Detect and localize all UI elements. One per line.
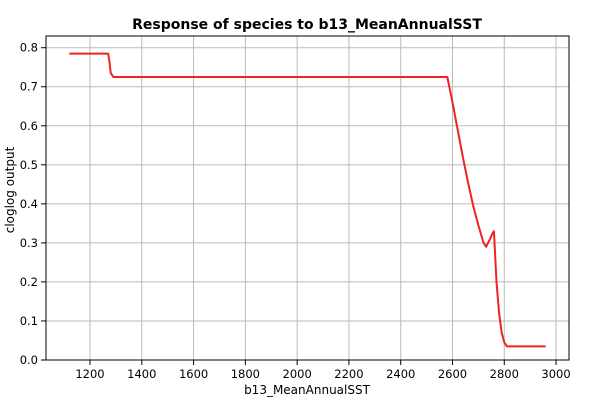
y-tick-label: 0.6 bbox=[20, 119, 38, 133]
x-tick-label: 1200 bbox=[75, 367, 104, 381]
x-tick-label: 3000 bbox=[541, 367, 570, 381]
y-axis-label: cloglog output bbox=[3, 146, 17, 233]
x-tick-label: 1600 bbox=[179, 367, 208, 381]
x-tick-label: 1800 bbox=[231, 367, 260, 381]
x-tick-label: 1400 bbox=[127, 367, 156, 381]
plot-frame bbox=[45, 35, 570, 361]
y-tick-label: 0.1 bbox=[20, 314, 38, 328]
plot-area bbox=[46, 36, 569, 360]
x-axis-ticks: 1200 1400 1600 1800 2000 2200 2400 2600 2800 3000 bbox=[75, 360, 571, 381]
x-tick-label: 2400 bbox=[386, 367, 415, 381]
chart-title: Response of species to b13_MeanAnnualSST bbox=[132, 17, 482, 33]
y-tick-label: 0.2 bbox=[20, 275, 38, 289]
y-tick-label: 0.7 bbox=[20, 80, 38, 94]
y-tick-label: 0.0 bbox=[20, 353, 38, 367]
y-tick-label: 0.4 bbox=[20, 197, 38, 211]
x-tick-label: 2600 bbox=[438, 367, 467, 381]
x-tick-label: 2200 bbox=[334, 367, 363, 381]
y-tick-label: 0.8 bbox=[20, 41, 38, 55]
x-axis-label: b13_MeanAnnualSST bbox=[244, 383, 371, 397]
y-tick-label: 0.5 bbox=[20, 158, 38, 172]
y-axis-ticks: 0.0 0.1 0.2 0.3 0.4 0.5 0.6 0.7 0.8 bbox=[20, 41, 46, 367]
y-tick-label: 0.3 bbox=[20, 236, 38, 250]
x-tick-label: 2000 bbox=[283, 367, 312, 381]
x-tick-label: 2800 bbox=[490, 367, 519, 381]
series-line bbox=[69, 52, 546, 348]
